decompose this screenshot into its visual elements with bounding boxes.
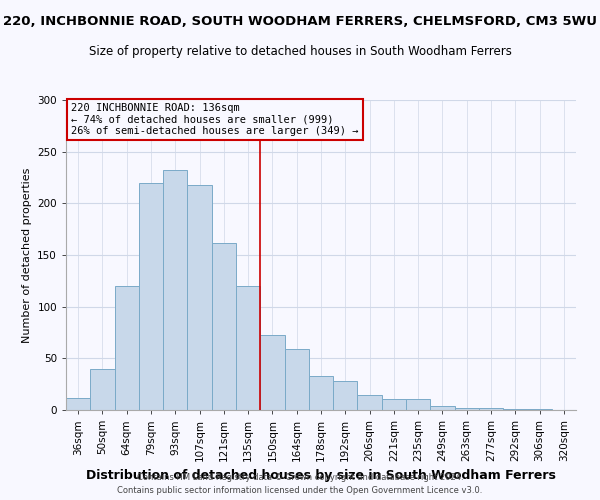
Bar	[333, 381, 358, 410]
Bar	[284, 349, 309, 410]
Bar	[163, 170, 187, 410]
Text: 220, INCHBONNIE ROAD, SOUTH WOODHAM FERRERS, CHELMSFORD, CM3 5WU: 220, INCHBONNIE ROAD, SOUTH WOODHAM FERR…	[3, 15, 597, 28]
X-axis label: Distribution of detached houses by size in South Woodham Ferrers: Distribution of detached houses by size …	[86, 470, 556, 482]
Bar	[358, 394, 382, 410]
Bar	[236, 286, 260, 410]
Bar	[527, 409, 552, 410]
Bar	[212, 242, 236, 410]
Bar	[455, 408, 479, 410]
Bar	[90, 368, 115, 410]
Text: 220 INCHBONNIE ROAD: 136sqm
← 74% of detached houses are smaller (999)
26% of se: 220 INCHBONNIE ROAD: 136sqm ← 74% of det…	[71, 103, 359, 136]
Bar	[503, 409, 527, 410]
Bar	[479, 408, 503, 410]
Bar	[139, 182, 163, 410]
Bar	[406, 398, 430, 410]
Bar	[187, 184, 212, 410]
Bar	[382, 398, 406, 410]
Text: Size of property relative to detached houses in South Woodham Ferrers: Size of property relative to detached ho…	[89, 45, 511, 58]
Bar	[66, 398, 90, 410]
Bar	[309, 376, 333, 410]
Bar	[115, 286, 139, 410]
Text: Contains public sector information licensed under the Open Government Licence v3: Contains public sector information licen…	[118, 486, 482, 495]
Text: Contains HM Land Registry data © Crown copyright and database right 2024.: Contains HM Land Registry data © Crown c…	[137, 474, 463, 482]
Bar	[260, 334, 284, 410]
Y-axis label: Number of detached properties: Number of detached properties	[22, 168, 32, 342]
Bar	[430, 406, 455, 410]
